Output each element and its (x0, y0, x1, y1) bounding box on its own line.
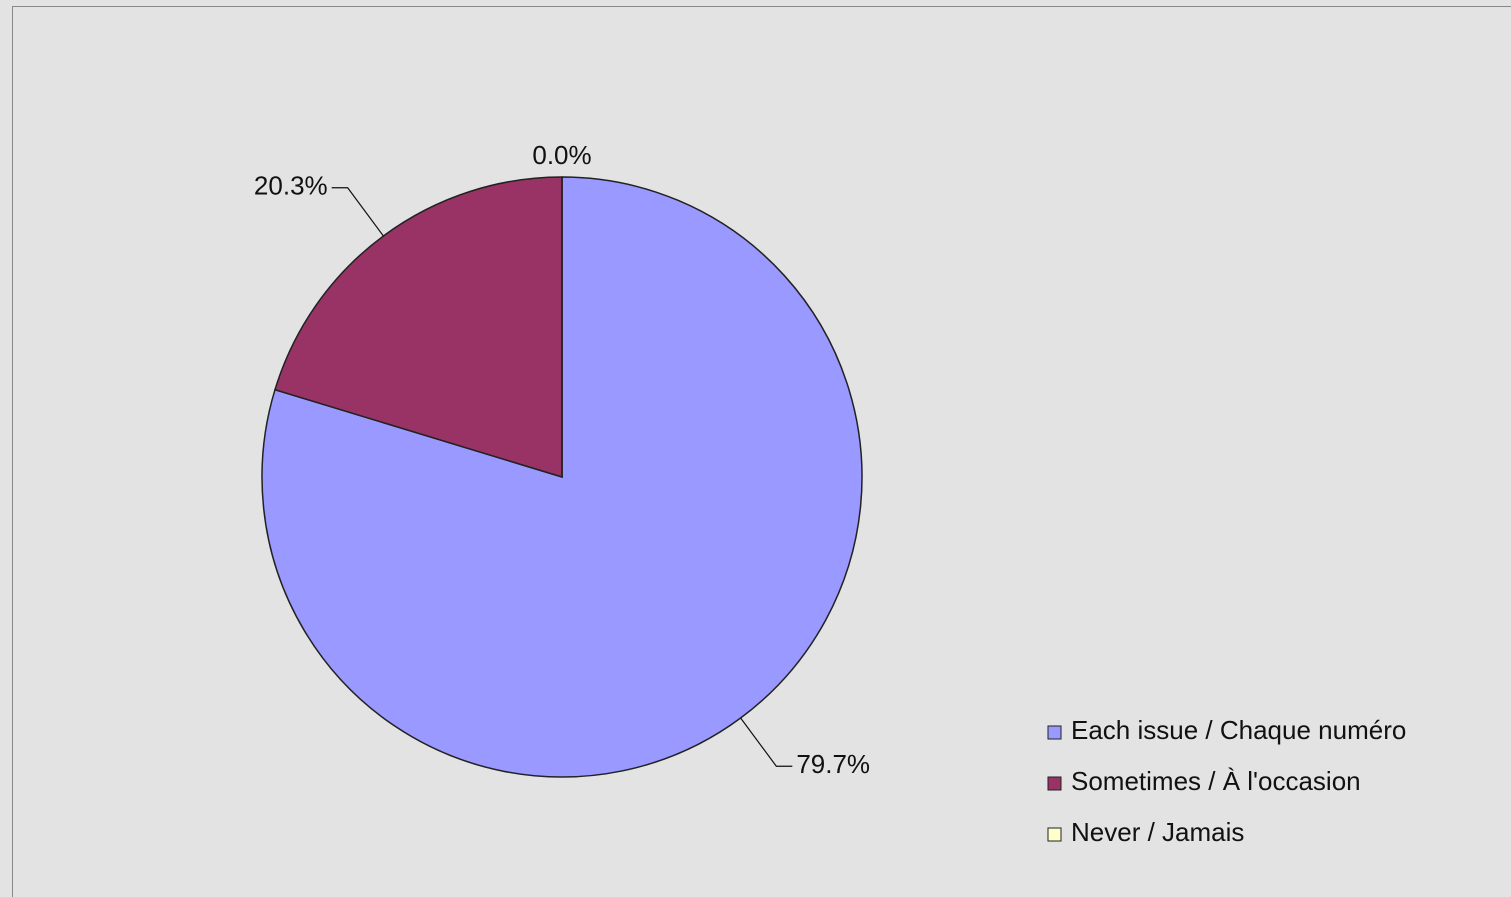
pie-slice (274, 176, 563, 479)
chart-frame (12, 6, 1511, 897)
leader-line (331, 187, 384, 237)
legend-label: Each issue / Chaque numéro (1071, 715, 1406, 745)
data-label: 79.7% (796, 749, 870, 779)
legend-swatch (1047, 725, 1062, 740)
legend-swatch (1047, 776, 1062, 791)
legend-label: Never / Jamais (1071, 817, 1244, 847)
legend-swatch (1047, 827, 1062, 842)
legend-label: Sometimes / À l'occasion (1071, 766, 1361, 796)
data-label: 0.0% (532, 140, 591, 170)
data-label: 20.3% (254, 171, 328, 201)
leader-line (740, 717, 793, 767)
